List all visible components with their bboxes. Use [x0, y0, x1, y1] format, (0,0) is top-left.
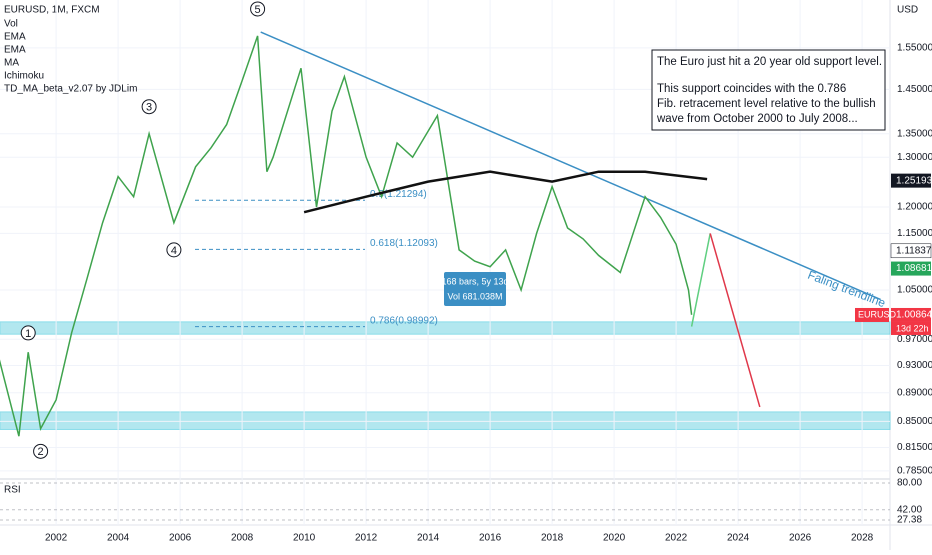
- fib-label: 0.5(1.21294): [370, 189, 427, 200]
- projection: [690, 233, 711, 327]
- chart-title: EURUSD, 1M, FXCM: [4, 5, 100, 16]
- rsi-label: RSI: [4, 485, 21, 496]
- symbol-label: EURUSD: [858, 309, 897, 319]
- annotation-line: Fib. retracement level relative to the b…: [657, 98, 876, 110]
- measure-volume: Vol 681.038M: [447, 291, 502, 301]
- y-tick-label: 0.89000: [897, 387, 932, 398]
- countdown-label: 13d 22h: [896, 323, 929, 333]
- indicator-label: TD_MA_beta_v2.07 by JDLim: [4, 84, 137, 95]
- y-tick-label: 0.78500: [897, 465, 932, 476]
- price-tag: [891, 261, 931, 276]
- fib-label: 0.618(1.12093): [370, 238, 438, 249]
- measure-box: [444, 272, 506, 306]
- price-tag: [891, 173, 931, 188]
- indicator-label: MA: [4, 58, 19, 69]
- y-tick-label: 1.45000: [897, 84, 932, 95]
- y-tick-label: 1.20000: [897, 202, 932, 213]
- measure-bars: 168 bars, 5y 13d: [441, 276, 508, 286]
- x-tick-label: 2018: [541, 533, 564, 544]
- trendline: [260, 31, 881, 301]
- x-tick-label: 2006: [169, 533, 192, 544]
- indicator-label: EMA: [4, 32, 26, 43]
- fib-label: 0.786(0.98992): [370, 315, 438, 326]
- price-tag-label: 1.25193: [896, 175, 932, 186]
- x-tick-label: 2020: [603, 533, 626, 544]
- support-zone: [0, 321, 891, 335]
- wave-marker: [250, 1, 266, 17]
- y-axis-label: USD: [897, 5, 918, 16]
- annotation-line: This support coincides with the 0.786: [657, 83, 846, 95]
- wave-marker: [20, 325, 36, 341]
- indicator-label: EMA: [4, 45, 26, 56]
- symbol-tag: [855, 307, 889, 322]
- x-tick-label: 2028: [851, 533, 874, 544]
- price-line: [0, 35, 693, 437]
- wave-marker: [33, 443, 49, 459]
- x-tick-label: 2024: [727, 533, 750, 544]
- x-tick-label: 2022: [665, 533, 688, 544]
- y-tick-label: 1.55000: [897, 42, 932, 53]
- x-tick-label: 2010: [293, 533, 316, 544]
- price-tag: [890, 243, 932, 259]
- annotation-line: wave from October 2000 to July 2008...: [656, 113, 858, 125]
- x-tick-label: 2002: [45, 533, 68, 544]
- x-tick-label: 2012: [355, 533, 378, 544]
- wave-label: 3: [146, 102, 152, 114]
- wave-label: 5: [255, 4, 261, 16]
- wave-label: 4: [171, 245, 177, 257]
- y-tick-label: 1.15000: [897, 228, 932, 239]
- indicator-label: Ichimoku: [4, 71, 44, 82]
- ma-line: [303, 170, 708, 214]
- price-tag-label: 1.00864: [896, 310, 932, 321]
- x-tick-label: 2016: [479, 533, 502, 544]
- y-tick-label: 0.85000: [897, 416, 932, 427]
- wave-label: 2: [38, 446, 44, 458]
- annotation-box: [651, 49, 886, 131]
- countdown-tag: [891, 321, 931, 335]
- wave-marker: [141, 99, 157, 115]
- y-tick-label: 1.05000: [897, 285, 932, 296]
- annotation-line: The Euro just hit a 20 year old support …: [657, 56, 882, 68]
- wave-label: 1: [25, 328, 31, 340]
- price-tag: [891, 307, 931, 322]
- y-tick-label: 1.30000: [897, 152, 932, 163]
- price-tag-label: 1.11837: [896, 245, 932, 256]
- x-tick-label: 2008: [231, 533, 254, 544]
- x-tick-label: 2004: [107, 533, 130, 544]
- indicator-label: Vol: [4, 19, 18, 30]
- y-tick-label: 1.35000: [897, 128, 932, 139]
- wave-marker: [166, 242, 182, 258]
- y-tick-label: 0.81500: [897, 442, 932, 453]
- x-tick-label: 2026: [789, 533, 812, 544]
- rsi-tick-label: 42.00: [897, 504, 922, 515]
- projection: [709, 233, 761, 408]
- y-tick-label: 0.97000: [897, 334, 932, 345]
- rsi-tick-label: 27.38: [897, 515, 922, 526]
- x-tick-label: 2014: [417, 533, 440, 544]
- rsi-tick-label: 80.00: [897, 478, 922, 489]
- support-zone: [0, 411, 891, 430]
- y-tick-label: 0.93000: [897, 360, 932, 371]
- price-tag-label: 1.08681: [896, 263, 932, 274]
